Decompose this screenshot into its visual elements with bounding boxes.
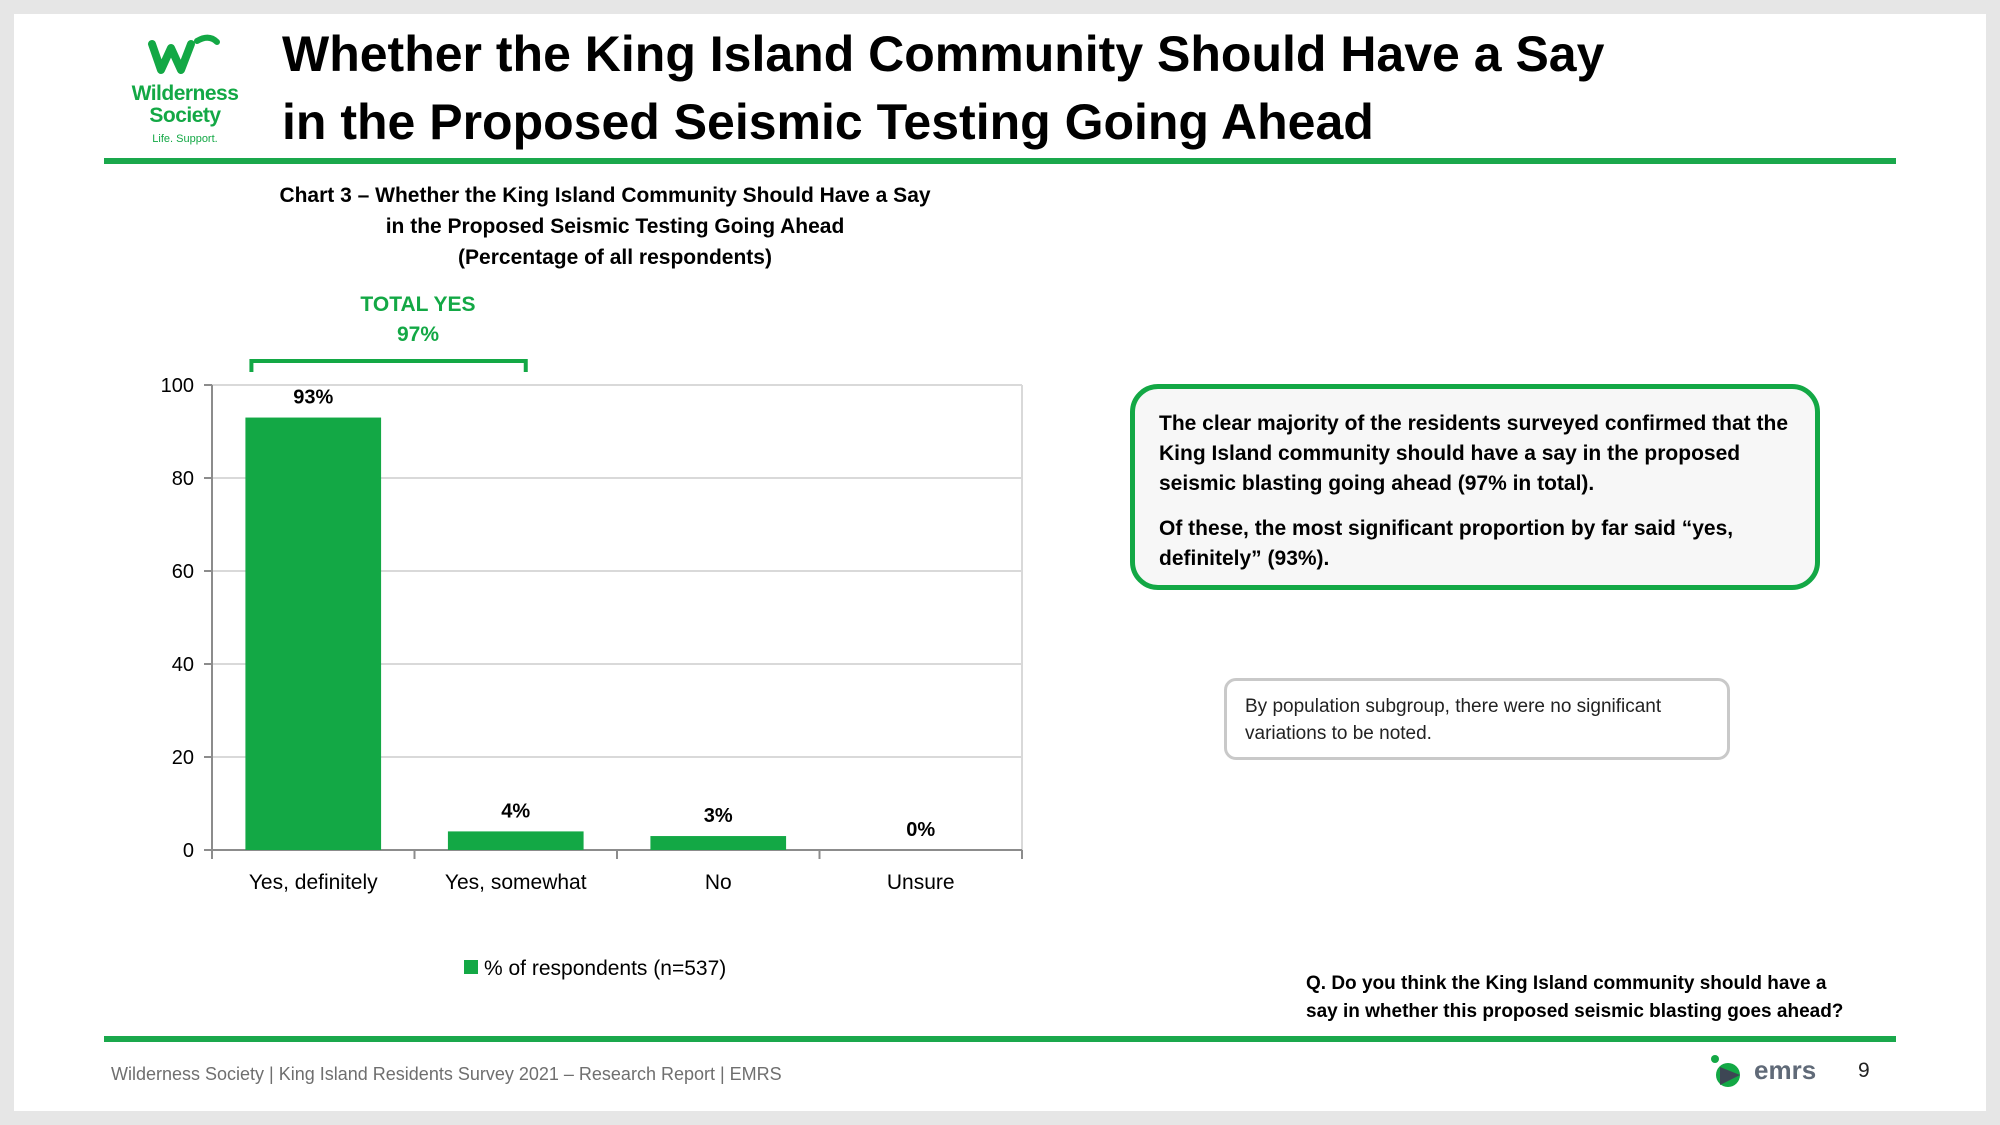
key-finding-callout: The clear majority of the residents surv…: [1130, 384, 1820, 590]
page-number: 9: [1858, 1059, 1870, 1082]
total-yes-annotation: TOTAL YES 97%: [318, 290, 518, 350]
y-tick-label: 20: [172, 747, 194, 769]
wilderness-society-logo: Wilderness Society Life. Support.: [125, 32, 245, 154]
bar-chart: 0 20 40 60 80 100 93% Yes, definitely 4% Yes, som…: [161, 359, 1023, 980]
logo-word-line1: Wilderness: [131, 82, 239, 105]
wilderness-society-w-logo-icon: [148, 34, 220, 74]
emrs-logo: emrs: [1706, 1053, 1826, 1093]
emrs-brand-text: emrs: [1754, 1055, 1817, 1085]
y-tick-label: 0: [183, 840, 194, 862]
logo-word-line2: Society: [149, 104, 221, 127]
legend-label: % of respondents (n=537): [484, 957, 726, 980]
x-category-label: Yes, definitely: [249, 871, 378, 894]
y-tick-label: 100: [161, 375, 194, 397]
bar-data-label: 3%: [704, 805, 733, 827]
chart-heading-line3: (Percentage of all respondents): [458, 246, 772, 269]
bar: [650, 836, 787, 850]
y-tick-label: 60: [172, 561, 194, 583]
bar-data-label: 4%: [501, 800, 530, 822]
legend-swatch: [464, 960, 478, 974]
bar-data-label: 93%: [293, 387, 333, 409]
callout-paragraph-1: The clear majority of the residents surv…: [1159, 412, 1789, 495]
chart-heading-line2: in the Proposed Seismic Testing Going Ah…: [385, 215, 845, 238]
x-category-label: Yes, somewhat: [445, 871, 587, 894]
page-title: Whether the King Island Community Should…: [282, 20, 1604, 156]
bottom-divider: [104, 1036, 1896, 1042]
y-tick-label: 80: [172, 468, 194, 490]
logo-tagline: Life. Support.: [152, 133, 218, 145]
chart-heading: Chart 3 – Whether the King Island Commun…: [220, 180, 1010, 273]
total-yes-value: 97%: [396, 323, 440, 346]
top-divider: [104, 158, 1896, 164]
subgroup-note: By population subgroup, there were no si…: [1224, 678, 1730, 760]
survey-question: Q. Do you think the King Island communit…: [1306, 970, 1896, 1026]
bar: [245, 417, 382, 850]
footer-text: Wilderness Society | King Island Residen…: [111, 1064, 782, 1084]
survey-question-line1: Q. Do you think the King Island communit…: [1306, 973, 1827, 994]
total-yes-bracket: [249, 359, 528, 372]
x-category-label: No: [705, 871, 732, 894]
page-title-line2: in the Proposed Seismic Testing Going Ah…: [282, 94, 1374, 150]
y-tick-label: 40: [172, 654, 194, 676]
chart-heading-line1: Chart 3 – Whether the King Island Commun…: [279, 184, 931, 207]
x-category-label: Unsure: [887, 871, 955, 894]
total-yes-label: TOTAL YES: [360, 293, 476, 316]
bar: [447, 831, 584, 850]
emrs-logo-icon: [1711, 1055, 1740, 1087]
page-title-line1: Whether the King Island Community Should…: [282, 26, 1605, 82]
bar-data-label: 0%: [906, 819, 935, 841]
callout-paragraph-2: Of these, the most significant proportio…: [1159, 517, 1734, 570]
survey-question-line2: say in whether this proposed seismic bla…: [1306, 1001, 1844, 1022]
